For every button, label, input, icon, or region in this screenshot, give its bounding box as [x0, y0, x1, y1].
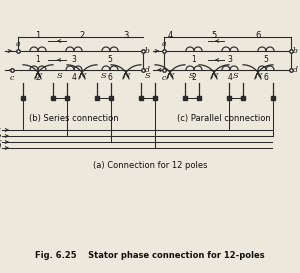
Text: d: d	[145, 66, 150, 74]
Text: S: S	[145, 72, 151, 80]
Text: a: a	[0, 126, 1, 134]
Text: 1: 1	[36, 55, 40, 64]
Text: 2: 2	[192, 73, 197, 82]
Text: c: c	[0, 138, 1, 146]
Text: 3: 3	[72, 55, 76, 64]
Text: 6: 6	[255, 31, 261, 40]
Text: S: S	[57, 72, 63, 80]
Text: 1: 1	[192, 55, 197, 64]
Text: c: c	[162, 74, 166, 82]
Text: (a) Connection for 12 poles: (a) Connection for 12 poles	[93, 161, 207, 170]
Text: 2: 2	[36, 73, 40, 82]
Text: 5: 5	[212, 31, 217, 40]
Text: a: a	[16, 40, 20, 48]
Text: 3: 3	[123, 31, 129, 40]
Text: c: c	[10, 74, 14, 82]
Text: 4: 4	[167, 31, 172, 40]
Text: S: S	[101, 72, 107, 80]
Text: N: N	[78, 72, 86, 80]
Text: d: d	[293, 66, 298, 74]
Text: S: S	[233, 72, 239, 80]
Text: 1: 1	[35, 31, 40, 40]
Text: 2: 2	[80, 31, 85, 40]
Text: b: b	[145, 47, 150, 55]
Text: N: N	[254, 72, 262, 80]
Text: 6: 6	[108, 73, 112, 82]
Text: b: b	[0, 132, 1, 140]
Text: N: N	[122, 72, 130, 80]
Text: N: N	[166, 72, 174, 80]
Text: 3: 3	[228, 55, 232, 64]
Text: S: S	[189, 72, 195, 80]
Text: (c) Parallel connection: (c) Parallel connection	[177, 114, 270, 123]
Text: a: a	[162, 40, 166, 48]
Text: N: N	[34, 72, 42, 80]
Text: Fig. 6.25    Stator phase connection for 12-poles: Fig. 6.25 Stator phase connection for 12…	[35, 251, 265, 260]
Text: d: d	[0, 144, 1, 152]
Text: N: N	[210, 72, 218, 80]
Text: 4: 4	[72, 73, 76, 82]
Text: 4: 4	[228, 73, 232, 82]
Text: 5: 5	[108, 55, 112, 64]
Text: (b) Series connection: (b) Series connection	[29, 114, 118, 123]
Text: 5: 5	[264, 55, 268, 64]
Text: 6: 6	[264, 73, 268, 82]
Text: b: b	[293, 47, 298, 55]
